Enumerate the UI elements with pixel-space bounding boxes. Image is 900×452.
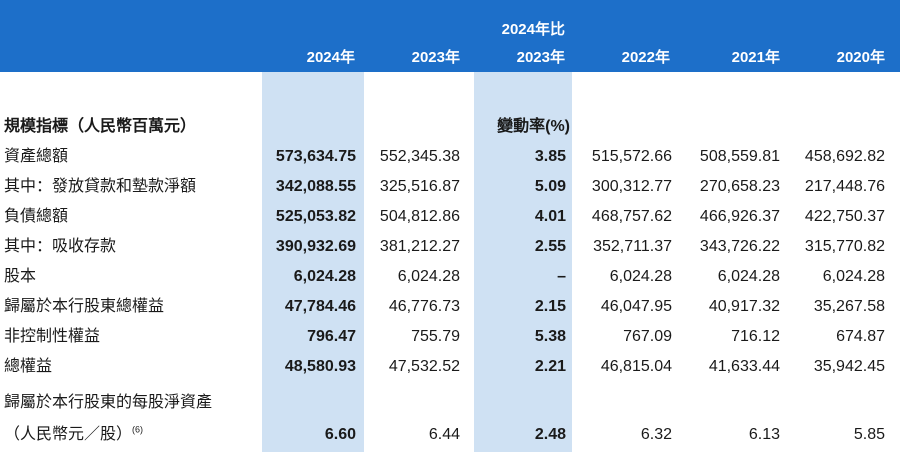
table-row: 總權益 48,580.93 47,532.52 2.21 46,815.04 4… <box>0 352 900 382</box>
table-row-label-line1: 歸屬於本行股東的每股淨資產 <box>0 388 900 418</box>
cell-2024: 525,053.82 <box>275 208 356 225</box>
change-rate-label: 變動率(%) <box>497 118 570 135</box>
cell-change: 5.09 <box>534 178 566 195</box>
cell-2022: 468,757.62 <box>591 208 672 225</box>
header-2023: 2023年 <box>411 49 460 66</box>
cell-2022: 352,711.37 <box>593 238 672 255</box>
header-2024: 2024年 <box>306 49 355 66</box>
row-label: 其中：發放貸款和墊款淨額 <box>4 178 197 195</box>
cell-2021: 6.13 <box>748 426 780 443</box>
table-row: 歸屬於本行股東總權益 47,784.46 46,776.73 2.15 46,0… <box>0 292 900 322</box>
table-header: 2024年 2023年 2024年比 2023年 2022年 2021年 202… <box>0 0 900 72</box>
row-label: 總權益 <box>4 358 53 375</box>
row-label: 股本 <box>4 268 37 285</box>
cell-2023: 46,776.73 <box>388 298 460 315</box>
table-row: 其中：發放貸款和墊款淨額 342,088.55 325,516.87 5.09 … <box>0 172 900 202</box>
section-title-row: 規模指標（人民幣百萬元） 變動率(%) <box>0 112 900 142</box>
row-label: 負債總額 <box>4 208 69 225</box>
cell-2022: 515,572.66 <box>591 148 672 165</box>
cell-2023: 504,812.86 <box>379 208 460 225</box>
row-label-unit: （人民幣元／股） <box>4 426 133 443</box>
footnote-marker: (6) <box>132 424 144 435</box>
header-change-top: 2024年比 <box>501 21 565 38</box>
section-title: 規模指標（人民幣百萬元） <box>4 118 197 135</box>
cell-change: 2.21 <box>534 358 566 375</box>
cell-2023: 552,345.38 <box>379 148 460 165</box>
cell-2022: 300,312.77 <box>591 178 672 195</box>
cell-2020: 315,770.82 <box>804 238 885 255</box>
cell-2021: 270,658.23 <box>699 178 780 195</box>
shade-column-change <box>474 72 572 452</box>
table-row: 非控制性權益 796.47 755.79 5.38 767.09 716.12 … <box>0 322 900 352</box>
cell-2023: 6.44 <box>428 426 460 443</box>
cell-2023: 6,024.28 <box>397 268 460 285</box>
cell-2023: 325,516.87 <box>379 178 460 195</box>
cell-2022: 46,815.04 <box>600 358 672 375</box>
cell-2021: 40,917.32 <box>708 298 780 315</box>
table-row: 資產總額 573,634.75 552,345.38 3.85 515,572.… <box>0 142 900 172</box>
cell-2022: 6,024.28 <box>609 268 672 285</box>
cell-2022: 6.32 <box>640 426 672 443</box>
row-label: 歸屬於本行股東的每股淨資產 <box>4 394 213 411</box>
cell-2021: 41,633.44 <box>708 358 780 375</box>
cell-2024: 573,634.75 <box>275 148 356 165</box>
row-label: 其中：吸收存款 <box>4 238 117 255</box>
cell-2020: 458,692.82 <box>804 148 885 165</box>
cell-2024: 48,580.93 <box>284 358 356 375</box>
row-label: 資產總額 <box>4 148 69 165</box>
table-row: 股本 6,024.28 6,024.28 – 6,024.28 6,024.28… <box>0 262 900 292</box>
cell-2021: 508,559.81 <box>699 148 780 165</box>
cell-2020: 217,448.76 <box>804 178 885 195</box>
cell-2021: 6,024.28 <box>717 268 780 285</box>
table-row: 其中：吸收存款 390,932.69 381,212.27 2.55 352,7… <box>0 232 900 262</box>
cell-change: 2.55 <box>534 238 566 255</box>
cell-2023: 47,532.52 <box>388 358 460 375</box>
shade-column-2024 <box>262 72 364 452</box>
cell-2020: 6,024.28 <box>822 268 885 285</box>
cell-change: 3.85 <box>534 148 566 165</box>
header-2020: 2020年 <box>836 49 885 66</box>
cell-2021: 343,726.22 <box>699 238 780 255</box>
cell-change: 4.01 <box>534 208 566 225</box>
cell-2023: 381,212.27 <box>379 238 460 255</box>
cell-change: – <box>557 268 566 285</box>
cell-2024: 796.47 <box>307 328 356 345</box>
cell-2024: 6.60 <box>324 426 356 443</box>
row-label: 非控制性權益 <box>4 328 101 345</box>
cell-2021: 466,926.37 <box>699 208 780 225</box>
row-label: 歸屬於本行股東總權益 <box>4 298 165 315</box>
cell-2024: 47,784.46 <box>284 298 356 315</box>
table-row: （人民幣元／股）(6) 6.60 6.44 2.48 6.32 6.13 5.8… <box>0 420 900 450</box>
row-label-line2: （人民幣元／股）(6) <box>4 420 143 450</box>
cell-2023: 755.79 <box>411 328 460 345</box>
cell-change: 2.48 <box>534 426 566 443</box>
cell-2024: 342,088.55 <box>275 178 356 195</box>
cell-2020: 35,942.45 <box>813 358 885 375</box>
header-2021: 2021年 <box>731 49 780 66</box>
cell-change: 2.15 <box>534 298 566 315</box>
header-change-bottom: 2023年 <box>516 49 565 66</box>
cell-2020: 422,750.37 <box>804 208 885 225</box>
cell-2024: 6,024.28 <box>293 268 356 285</box>
cell-2022: 46,047.95 <box>600 298 672 315</box>
cell-change: 5.38 <box>534 328 566 345</box>
cell-2020: 5.85 <box>853 426 885 443</box>
cell-2021: 716.12 <box>731 328 780 345</box>
table-row: 負債總額 525,053.82 504,812.86 4.01 468,757.… <box>0 202 900 232</box>
cell-2020: 35,267.58 <box>813 298 885 315</box>
cell-2024: 390,932.69 <box>275 238 356 255</box>
cell-2022: 767.09 <box>623 328 672 345</box>
header-2022: 2022年 <box>621 49 670 66</box>
cell-2020: 674.87 <box>836 328 885 345</box>
